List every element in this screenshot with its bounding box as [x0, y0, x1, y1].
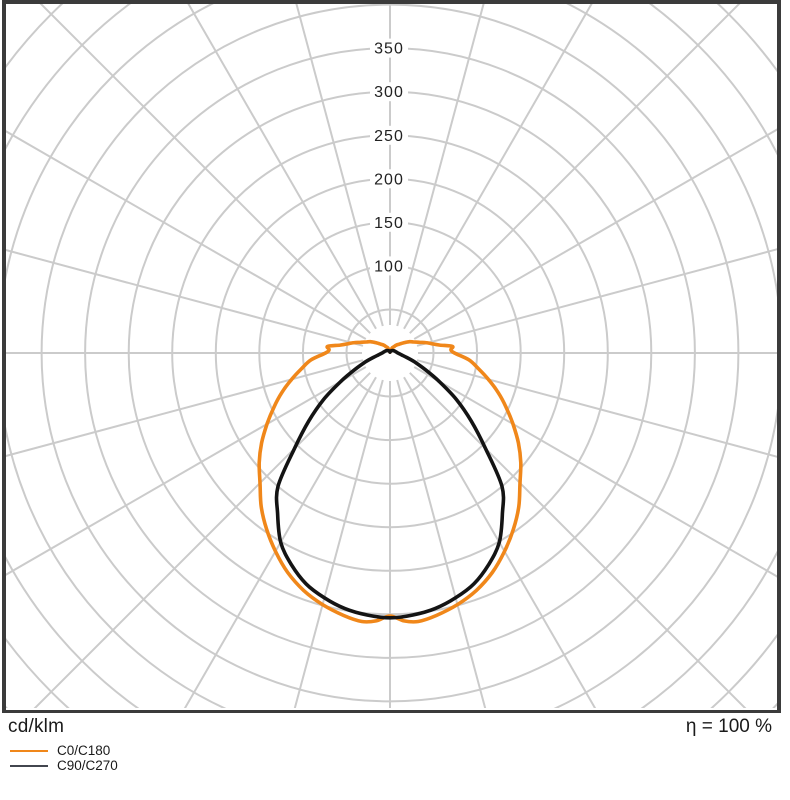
grid-spoke [187, 4, 377, 330]
legend-item: C0/C180 [10, 744, 118, 759]
radial-tick-label: 250 [374, 128, 404, 145]
grid-spoke [295, 4, 384, 327]
radial-tick-label: 200 [374, 171, 404, 188]
radial-tick-label: 150 [374, 215, 404, 232]
legend-item: C90/C270 [10, 757, 118, 774]
radial-tick-label: 300 [374, 84, 404, 101]
grid-spoke [293, 379, 384, 708]
grid-spoke [409, 372, 747, 708]
grid-ring [6, 4, 777, 708]
legend-label-c90-c270: C90/C270 [57, 757, 118, 773]
grid-spoke [409, 4, 741, 334]
radial-tick-label: 350 [374, 41, 404, 58]
grid-spoke [183, 376, 377, 708]
grid-ring [6, 702, 777, 708]
tick-label-background [370, 256, 408, 276]
grid-spoke [403, 376, 597, 708]
polar-intensity-chart: 100 150 200 250 300 350 [2, 0, 781, 714]
grid-spoke [6, 366, 367, 576]
grid-spoke [413, 366, 777, 578]
grid-spoke [403, 4, 593, 330]
legend-label-c0-c180: C0/C180 [57, 743, 111, 759]
grid-ring [6, 4, 777, 708]
plot-frame [2, 0, 781, 714]
intensity-curves [257, 339, 523, 624]
grid-spoke [6, 130, 367, 340]
grid-spoke [416, 248, 777, 347]
grid-spoke [33, 372, 371, 708]
grid-spoke [6, 249, 364, 347]
curve-c90-c270 [274, 348, 506, 620]
tick-label-background [370, 169, 408, 189]
grid-spoke [396, 4, 485, 327]
polar-grid [6, 4, 777, 708]
unit-label: cd/klm [8, 716, 65, 737]
radial-tick-label: 100 [374, 258, 404, 275]
tick-label-background [370, 125, 408, 145]
legend: C0/C180 C90/C270 [10, 744, 118, 773]
grid-spoke [416, 359, 777, 458]
efficiency-label: η = 100 % [685, 716, 772, 737]
legend-swatch-c90-c270 [10, 764, 48, 767]
grid-spoke [6, 359, 364, 457]
radial-axis-labels: 100 150 200 250 300 350 [370, 38, 408, 276]
grid-spoke [39, 4, 371, 334]
legend-swatch-c0-c180 [10, 750, 48, 753]
tick-label-background [370, 38, 408, 58]
tick-label-background [370, 212, 408, 232]
chart-footer: cd/klm η = 100 % C0/C180 C90/C270 [0, 713, 790, 800]
grid-spoke [413, 128, 777, 340]
tick-label-background [370, 82, 408, 102]
grid-spoke [396, 379, 487, 708]
